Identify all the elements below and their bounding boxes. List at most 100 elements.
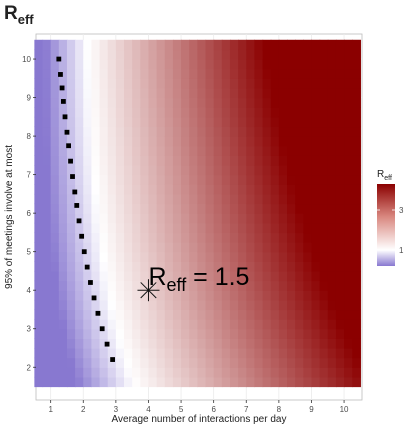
heatmap-tile bbox=[254, 193, 264, 205]
heatmap-tile bbox=[172, 319, 182, 330]
heatmap-tile bbox=[75, 290, 84, 301]
heatmap-tile bbox=[107, 309, 117, 320]
heatmap-tile bbox=[181, 145, 190, 156]
heatmap-tile bbox=[229, 126, 239, 137]
heatmap-tile bbox=[352, 107, 361, 118]
heatmap-tile bbox=[205, 107, 215, 118]
heatmap-tile bbox=[303, 164, 313, 176]
heatmap-tile bbox=[99, 68, 109, 79]
heatmap-tile bbox=[295, 203, 304, 214]
heatmap-tile bbox=[197, 213, 207, 224]
heatmap-tile bbox=[58, 107, 68, 118]
heatmap-tile bbox=[287, 261, 296, 272]
y-tick-label: 4 bbox=[27, 286, 32, 295]
heatmap-tile bbox=[213, 251, 223, 262]
heatmap-tile bbox=[107, 174, 117, 185]
heatmap-tile bbox=[229, 261, 239, 272]
heatmap-tile bbox=[319, 242, 329, 253]
heatmap-tile bbox=[189, 155, 198, 166]
heatmap-tile bbox=[75, 107, 84, 118]
heatmap-tile bbox=[99, 97, 109, 108]
heatmap-tile bbox=[99, 328, 109, 339]
heatmap-tile bbox=[197, 97, 207, 108]
curve-point bbox=[104, 341, 110, 347]
heatmap-tile bbox=[50, 184, 60, 195]
heatmap-tile bbox=[238, 164, 247, 176]
heatmap-tile bbox=[303, 376, 313, 388]
heatmap-tile bbox=[327, 107, 337, 118]
heatmap-tile bbox=[50, 213, 60, 224]
heatmap-tile bbox=[213, 270, 223, 282]
heatmap-tile bbox=[83, 299, 93, 311]
heatmap-tile bbox=[229, 107, 239, 118]
heatmap-tile bbox=[66, 97, 76, 108]
heatmap-tile bbox=[164, 242, 174, 253]
heatmap-tile bbox=[132, 357, 141, 368]
heatmap-tile bbox=[83, 193, 93, 205]
heatmap-tile bbox=[254, 242, 264, 253]
heatmap-tile bbox=[287, 136, 296, 147]
heatmap-tile bbox=[83, 78, 93, 89]
heatmap-tile bbox=[66, 338, 76, 349]
x-axis-label: Average number of interactions per day bbox=[112, 414, 287, 425]
heatmap-tile bbox=[238, 193, 247, 205]
heatmap-tile bbox=[172, 174, 182, 185]
heatmap-tile bbox=[254, 376, 264, 388]
heatmap-tile bbox=[238, 59, 247, 70]
heatmap-tile bbox=[335, 87, 345, 99]
heatmap-tile bbox=[189, 222, 198, 234]
heatmap-tile bbox=[311, 39, 321, 51]
heatmap-tile bbox=[50, 367, 60, 378]
heatmap-tile bbox=[83, 338, 93, 349]
heatmap-tile bbox=[181, 242, 190, 253]
heatmap-tile bbox=[66, 193, 76, 205]
heatmap-tile bbox=[205, 347, 215, 359]
heatmap-tile bbox=[140, 203, 150, 214]
heatmap-tile bbox=[99, 357, 109, 368]
heatmap-tile bbox=[213, 280, 223, 291]
heatmap-tile bbox=[335, 347, 345, 359]
heatmap-tile bbox=[229, 242, 239, 253]
heatmap-tile bbox=[156, 116, 166, 128]
heatmap-tile bbox=[262, 357, 272, 368]
heatmap-tile bbox=[132, 242, 141, 253]
heatmap-tile bbox=[58, 357, 68, 368]
heatmap-tile bbox=[107, 232, 117, 243]
heatmap-tile bbox=[221, 261, 231, 272]
heatmap-tile bbox=[75, 338, 84, 349]
heatmap-tile bbox=[83, 357, 93, 368]
heatmap-tile bbox=[197, 78, 207, 89]
heatmap-tile bbox=[311, 136, 321, 147]
heatmap-tile bbox=[246, 328, 256, 339]
heatmap-tile bbox=[229, 347, 239, 359]
heatmap-tile bbox=[124, 59, 133, 70]
heatmap-tile bbox=[303, 319, 313, 330]
heatmap-tile bbox=[50, 174, 60, 185]
y-tick-label: 10 bbox=[22, 55, 31, 64]
heatmap-tile bbox=[311, 347, 321, 359]
heatmap-tile bbox=[344, 299, 353, 311]
heatmap-tile bbox=[75, 193, 84, 205]
heatmap-tile bbox=[172, 232, 182, 243]
heatmap-tile bbox=[66, 328, 76, 339]
heatmap-tile bbox=[303, 242, 313, 253]
heatmap-tile bbox=[99, 242, 109, 253]
heatmap-tile bbox=[213, 213, 223, 224]
heatmap-tile bbox=[229, 319, 239, 330]
heatmap-tile bbox=[172, 222, 182, 234]
curve-point bbox=[56, 56, 62, 62]
heatmap-tile bbox=[335, 68, 345, 79]
heatmap-tile bbox=[58, 232, 68, 243]
heatmap-tile bbox=[148, 145, 158, 156]
heatmap-tile bbox=[107, 280, 117, 291]
heatmap-tile bbox=[335, 155, 345, 166]
heatmap-tile bbox=[115, 97, 125, 108]
heatmap-tile bbox=[189, 328, 198, 339]
heatmap-tile bbox=[66, 299, 76, 311]
heatmap-tile bbox=[246, 338, 256, 349]
heatmap-tile bbox=[295, 136, 304, 147]
heatmap-tile bbox=[319, 136, 329, 147]
heatmap-tile bbox=[140, 222, 150, 234]
heatmap-tile bbox=[262, 328, 272, 339]
curve-point bbox=[79, 233, 85, 239]
